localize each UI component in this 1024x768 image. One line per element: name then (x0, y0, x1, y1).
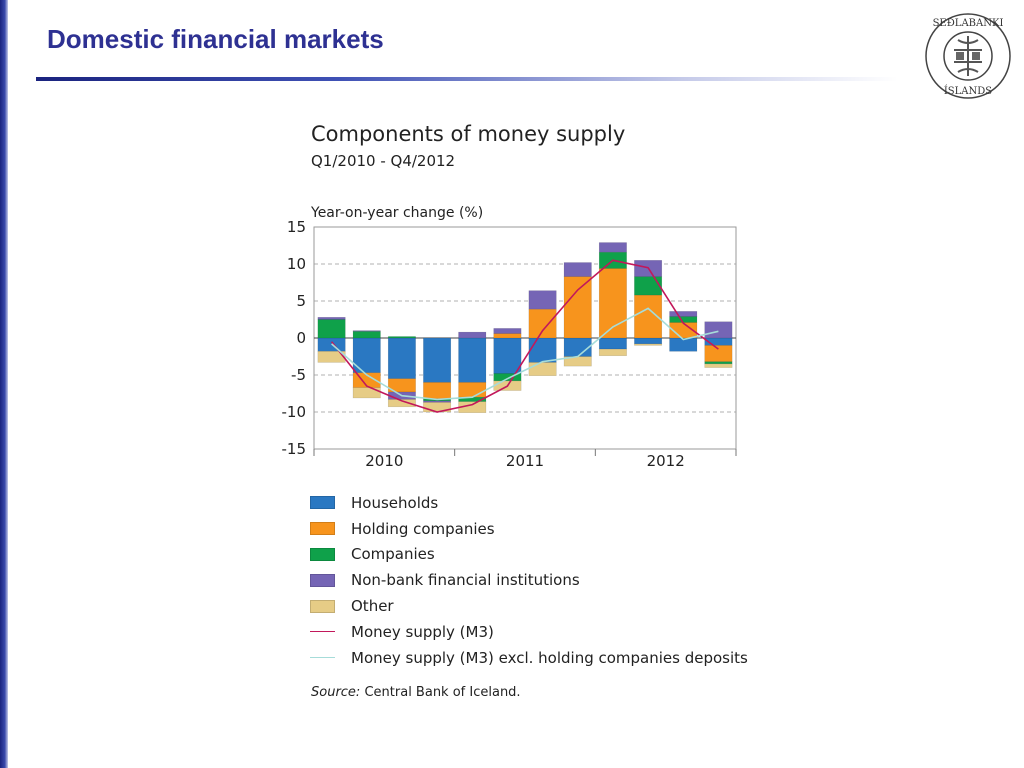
y-tick-label: 10 (287, 255, 306, 273)
bar-companies (352, 331, 381, 339)
legend-swatch-households (310, 496, 335, 510)
source-text: Central Bank of Iceland. (364, 685, 521, 700)
y-axis-label: Year-on-year change (%) (310, 205, 483, 221)
source-label: Source: (311, 685, 361, 700)
bar-holding-companies (563, 276, 592, 339)
x-year-label: 2011 (506, 452, 544, 470)
legend-swatch-m3-excl (310, 657, 335, 659)
central-bank-seal-logo: SEÐLABANKI ÍSLANDS (925, 13, 1011, 99)
bar-non-bank (352, 330, 381, 332)
svg-text:SEÐLABANKI: SEÐLABANKI (933, 18, 1004, 29)
chart-subtitle: Q1/2010 - Q4/2012 (311, 152, 456, 170)
y-tick-label: -15 (282, 440, 307, 458)
slide-title: Domestic financial markets (47, 24, 384, 54)
legend-swatch-other (310, 599, 335, 613)
legend-item-non-bank: Non-bank financial institutions (310, 567, 748, 593)
bar-households (598, 337, 627, 350)
bar-non-bank (458, 331, 487, 339)
bar-non-bank (563, 262, 592, 277)
bar-companies (317, 319, 346, 339)
legend-label-m3: Money supply (M3) (351, 622, 494, 641)
bar-non-bank (493, 328, 522, 334)
bar-other (528, 362, 557, 376)
bar-households (634, 337, 663, 345)
legend-item-households: Households (310, 490, 748, 516)
bar-companies (669, 316, 698, 323)
bar-non-bank (669, 311, 698, 317)
svg-text:ÍSLANDS: ÍSLANDS (944, 85, 992, 97)
bar-other (598, 348, 627, 357)
legend-label-companies: Companies (351, 545, 435, 564)
legend-label-holding-companies: Holding companies (351, 519, 495, 538)
legend-swatch-non-bank (310, 573, 335, 587)
bar-households (423, 337, 452, 383)
bar-non-bank (317, 317, 346, 320)
chart-title: Components of money supply (311, 122, 626, 146)
bar-holding-companies (704, 345, 733, 362)
legend-label-non-bank: Non-bank financial institutions (351, 571, 580, 590)
y-tick-label: -10 (282, 403, 307, 421)
x-year-label: 2012 (647, 452, 685, 470)
bar-companies (634, 276, 663, 296)
y-tick-label: 0 (296, 329, 306, 347)
bar-non-bank (528, 290, 557, 310)
bar-non-bank (598, 242, 627, 253)
bar-companies (493, 373, 522, 382)
slide-left-accent-bar (0, 0, 8, 768)
legend-item-other: Other (310, 593, 748, 619)
bar-households (458, 337, 487, 383)
y-tick-label: 15 (287, 218, 306, 236)
bar-companies (704, 361, 733, 365)
title-underline-rule (36, 77, 898, 81)
bar-households (387, 337, 416, 379)
legend-swatch-m3 (310, 631, 335, 633)
chart-source: Source: Central Bank of Iceland. (311, 685, 521, 700)
y-tick-label: 5 (296, 292, 306, 310)
legend-item-companies: Companies (310, 542, 748, 568)
legend-item-holding-companies: Holding companies (310, 516, 748, 542)
bar-households (493, 337, 522, 374)
bar-households (352, 337, 381, 374)
line-m3 (330, 259, 719, 413)
bar-companies (387, 336, 416, 339)
line-m3-excl (331, 307, 719, 401)
y-tick-label: -5 (291, 366, 306, 384)
bar-other (704, 363, 733, 368)
legend-label-households: Households (351, 493, 439, 512)
bar-non-bank (704, 321, 733, 339)
bar-households (528, 337, 557, 363)
bar-households (563, 337, 592, 357)
chart-legend: Households Holding companies Companies N… (310, 490, 748, 671)
legend-swatch-holding-companies (310, 522, 335, 536)
bar-holding-companies (423, 382, 452, 399)
bar-holding-companies (493, 333, 522, 339)
bar-holding-companies (528, 308, 557, 339)
bar-other (387, 399, 416, 408)
legend-label-m3-excl: Money supply (M3) excl. holding companie… (351, 648, 748, 667)
bar-holding-companies (458, 382, 487, 398)
legend-swatch-companies (310, 547, 335, 561)
legend-item-m3: Money supply (M3) (310, 619, 748, 645)
legend-label-other: Other (351, 597, 394, 616)
bar-other (634, 343, 663, 346)
legend-item-m3-excl: Money supply (M3) excl. holding companie… (310, 645, 748, 671)
bar-other (352, 387, 381, 399)
x-year-label: 2010 (365, 452, 403, 470)
